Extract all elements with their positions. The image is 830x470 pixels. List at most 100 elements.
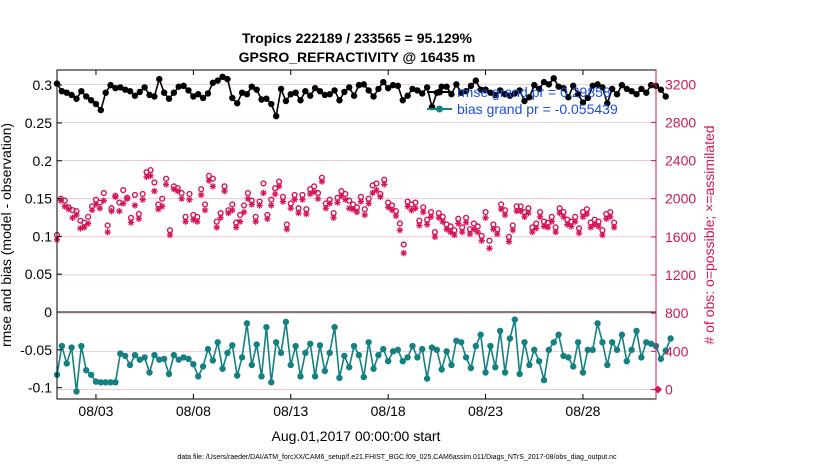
bias-point: [638, 354, 645, 361]
obs-possible-point: [237, 211, 244, 219]
rmse-point: [579, 99, 587, 106]
obs-assimilated-point: [120, 200, 127, 207]
bias-point: [375, 351, 382, 359]
rmse-point: [272, 112, 280, 120]
rmse-point: [229, 94, 236, 102]
bias-point: [121, 352, 129, 360]
bias-point: [370, 365, 377, 372]
obs-assimilated-point: [88, 206, 96, 214]
rmse-point: [613, 91, 621, 98]
rmse-point: [384, 84, 392, 92]
y-left-tick-label: 0.2: [33, 153, 53, 169]
bias-point: [151, 351, 158, 359]
bias-point: [68, 344, 75, 351]
obs-assimilated-point: [451, 231, 458, 239]
obs-possible-point: [120, 187, 127, 194]
rmse-point: [540, 78, 548, 86]
x-axis-ticks: 08/03 08/08 08/13 08/18 08/23 08/28: [78, 70, 601, 419]
obs-assimilated-point: [330, 214, 337, 222]
obs-possible-point: [213, 218, 220, 225]
bias-point: [180, 354, 187, 361]
bias-point: [570, 363, 577, 370]
rmse-point: [608, 85, 616, 93]
obs-assimilated-point: [416, 222, 423, 229]
rmse-point: [526, 94, 533, 101]
bias-point: [579, 369, 587, 376]
bias-point: [462, 354, 470, 361]
obs-assimilated-point: [100, 197, 107, 204]
bias-point: [613, 346, 621, 354]
obs-possible-point: [474, 223, 481, 230]
rmse-point: [58, 87, 66, 95]
obs-assimilated-point: [338, 192, 345, 200]
rmse-point: [175, 83, 182, 90]
legend-rmse-marker: [436, 88, 443, 96]
obs-assimilated-point: [349, 206, 357, 213]
obs-assimilated-point: [318, 178, 326, 185]
obs-assimilated-point: [81, 224, 88, 231]
obs-assimilated-point: [291, 196, 298, 203]
rmse-point: [185, 87, 192, 94]
rmse-point: [506, 92, 514, 99]
obs-possible-point: [311, 183, 318, 190]
obs-possible-point: [85, 213, 92, 220]
rmse-point: [112, 84, 119, 92]
obs-assimilated-point: [455, 220, 462, 227]
rmse-point: [574, 91, 582, 98]
obs-assimilated-point: [299, 196, 306, 203]
legend-bias-label: bias grand pr = -0.055439: [457, 101, 618, 117]
rmse-point: [414, 87, 421, 94]
obs-assimilated-point: [61, 203, 68, 210]
bias-point: [233, 372, 241, 379]
rmse-point: [496, 87, 504, 94]
obs-possible-point: [198, 186, 205, 193]
bias-point: [433, 346, 441, 354]
y-right-tick-label: 2400: [665, 153, 696, 169]
rmse-point: [355, 81, 363, 89]
y-right-tick-label: 0: [665, 381, 673, 397]
obs-assimilated-point: [260, 189, 267, 197]
bias-point: [628, 346, 635, 354]
bias-point: [467, 364, 475, 372]
obs-assimilated-point: [497, 206, 505, 213]
bias-point: [219, 365, 226, 372]
obs-possible-point: [470, 220, 477, 227]
bias-point: [448, 361, 455, 369]
bias-point: [131, 351, 139, 359]
bias-point: [345, 364, 353, 371]
obs-assimilated-point: [353, 208, 361, 216]
rmse-point: [219, 73, 226, 81]
bias-point: [190, 361, 197, 368]
bias-point: [355, 351, 363, 359]
rmse-point: [224, 75, 231, 83]
obs-assimilated-point: [501, 211, 509, 219]
rmse-point: [68, 91, 75, 99]
chart-title-line1: Tropics 222189 / 233565 = 95.129%: [242, 30, 473, 46]
bias-point: [633, 327, 640, 335]
rmse-point: [151, 93, 158, 100]
obs-assimilated-point: [252, 218, 259, 225]
bias-point: [380, 345, 387, 353]
bias-point: [404, 354, 411, 361]
obs-assimilated-point: [303, 210, 310, 218]
obs-assimilated-point: [73, 211, 80, 219]
rmse-point: [599, 84, 606, 91]
y-right-tick-label: 800: [665, 305, 689, 321]
rmse-point: [277, 85, 285, 93]
bias-point: [73, 388, 80, 395]
rmse-point: [180, 82, 187, 90]
bias-point: [156, 356, 163, 363]
obs-assimilated-point: [139, 196, 146, 203]
obs-possible-point: [139, 190, 146, 198]
bias-point: [492, 364, 499, 371]
obs-assimilated-point: [412, 205, 419, 212]
obs-possible-point: [147, 167, 154, 174]
rmse-point: [87, 97, 95, 104]
bias-point: [545, 346, 553, 354]
rmse-point: [243, 91, 251, 98]
rmse-point: [643, 89, 650, 96]
bias-point: [248, 361, 255, 369]
rmse-point: [195, 91, 202, 98]
rmse-point: [443, 83, 450, 90]
rmse-point: [458, 89, 465, 96]
